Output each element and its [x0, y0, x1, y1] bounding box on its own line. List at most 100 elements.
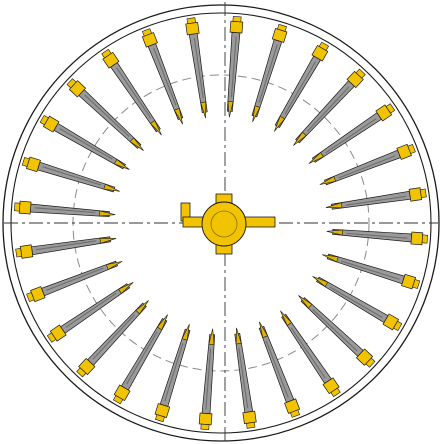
spoke-tip: [98, 210, 116, 217]
spoke: [141, 28, 184, 125]
spoke-fitting: [198, 412, 213, 426]
spoke-cap: [186, 17, 196, 25]
spoke-tip: [298, 295, 313, 309]
spoke: [274, 41, 330, 132]
spoke: [26, 260, 123, 303]
spoke-cap: [365, 357, 376, 368]
spoke-shading: [338, 155, 396, 179]
spoke: [280, 310, 341, 398]
spoke-cap: [200, 423, 210, 430]
spoke: [154, 324, 191, 423]
spoke-tip: [113, 158, 130, 170]
spoke: [325, 187, 427, 210]
spoke-tip: [135, 300, 149, 315]
spoke: [14, 200, 116, 218]
spoke-tip: [181, 324, 190, 341]
spoke-cap: [21, 157, 30, 167]
spoke-shading: [164, 342, 184, 402]
spoke-tip: [252, 105, 261, 122]
spoke-cap: [355, 68, 366, 79]
spoke-cap: [385, 103, 396, 114]
spoke: [226, 16, 244, 118]
spoke-fitting: [408, 187, 423, 202]
spoke-tip: [325, 202, 343, 209]
spoke-shading: [84, 94, 130, 137]
spoke-cap: [330, 387, 341, 398]
spoke-shading: [290, 327, 326, 379]
spoke-cap: [289, 409, 301, 418]
spoke-shading: [265, 340, 289, 398]
spoke: [326, 228, 428, 246]
spoke-shading: [42, 166, 102, 186]
spoke-cap: [112, 395, 124, 405]
spoke-tip: [322, 254, 339, 263]
spoke-shading: [258, 44, 278, 104]
spoke-shading: [193, 37, 204, 99]
spoke-tip: [235, 327, 242, 345]
spoke-cap: [407, 143, 416, 155]
spoke: [185, 17, 208, 119]
spoke: [312, 276, 403, 332]
spoke-tip: [208, 328, 215, 346]
spoke-cap: [14, 202, 21, 212]
spoke-tip: [308, 152, 324, 164]
spoke-shading: [346, 232, 408, 239]
spoke-shading: [92, 314, 135, 360]
spoke-tip: [200, 101, 207, 119]
spoke-fitting: [410, 231, 424, 246]
spoke-cap: [76, 367, 87, 378]
spoke-shading: [116, 67, 152, 119]
spoke-cap: [15, 248, 23, 258]
spoke-shading: [125, 331, 158, 385]
hub-body: [201, 201, 247, 247]
spoke: [21, 156, 120, 193]
spoke: [322, 253, 421, 290]
spoke: [39, 114, 130, 170]
spoke: [293, 68, 366, 146]
spoke-tip: [150, 120, 162, 136]
spoke: [112, 314, 168, 405]
spoke-tip: [280, 310, 292, 326]
spoke-shading: [307, 86, 350, 132]
spoke-fitting: [185, 21, 200, 36]
spoke-tip: [118, 282, 134, 294]
hub-inner-ring: [210, 210, 238, 238]
spoke: [234, 327, 257, 429]
spoke-shading: [312, 309, 358, 352]
spoke-fitting: [242, 410, 257, 425]
spoke-tip: [319, 175, 337, 185]
spokes: [14, 16, 428, 430]
spoke-cap: [155, 414, 165, 423]
spoke: [319, 143, 416, 186]
spoke: [251, 23, 288, 122]
spoke-tip: [156, 314, 168, 331]
spoke-tip: [105, 261, 123, 271]
spoke-cap: [393, 320, 403, 332]
spoke-shading: [238, 347, 249, 409]
spoke-shading: [46, 267, 104, 291]
spoke: [258, 321, 301, 418]
spoke-fitting: [229, 20, 244, 34]
spoke-tip: [274, 115, 286, 132]
spoke-shading: [284, 61, 317, 115]
spoke-tip: [227, 100, 234, 118]
spoke-fitting: [19, 244, 34, 259]
spoke-cap: [46, 332, 57, 343]
spoke-shading: [345, 195, 407, 206]
spoke-cap: [66, 78, 77, 89]
spoke: [101, 48, 162, 136]
spoke-shading: [35, 240, 97, 251]
spoke-shading: [329, 286, 383, 319]
spoke-shading: [34, 207, 96, 214]
spoke-shading: [205, 348, 212, 410]
spoke-cap: [39, 114, 49, 126]
spoke-tip: [99, 237, 117, 244]
spoke: [15, 236, 117, 259]
spoke-shading: [153, 48, 177, 106]
spoke-cap: [277, 23, 287, 32]
spoke-shading: [340, 260, 400, 280]
center-hub: [180, 193, 276, 255]
spoke-cap: [26, 291, 35, 303]
spoke: [308, 103, 396, 164]
